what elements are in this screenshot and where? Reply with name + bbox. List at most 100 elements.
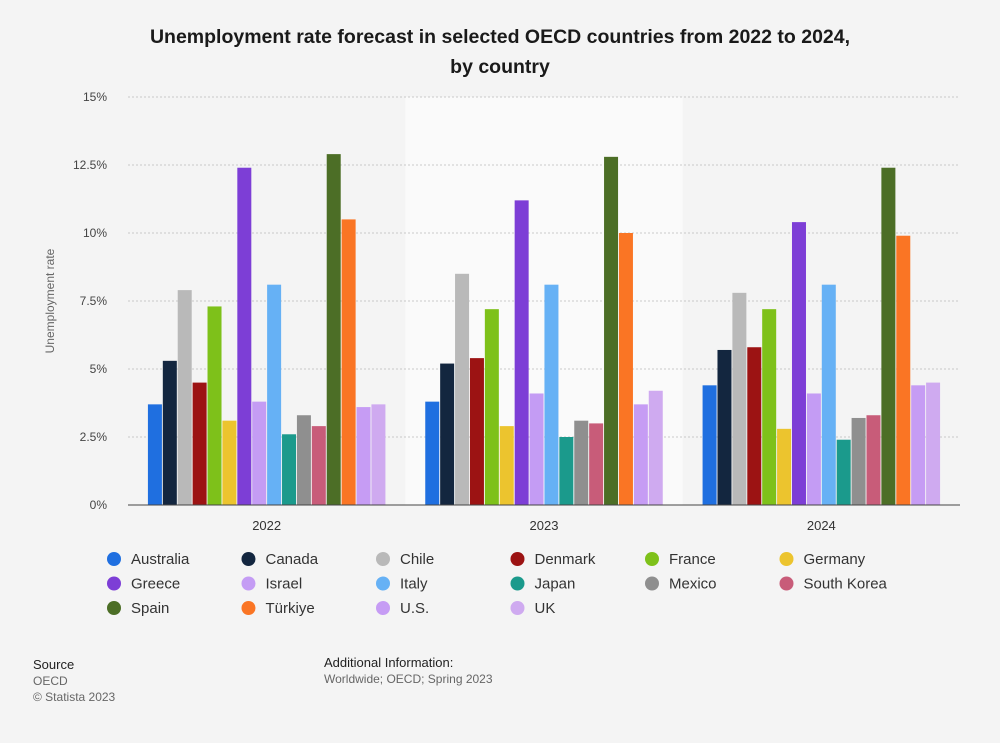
- bar[interactable]: [267, 284, 282, 505]
- bar[interactable]: [618, 233, 633, 505]
- legend-item[interactable]: Spain: [107, 600, 169, 617]
- legend-item[interactable]: Greece: [107, 576, 180, 593]
- bar[interactable]: [440, 363, 455, 505]
- legend-item[interactable]: Mexico: [645, 576, 717, 593]
- bar[interactable]: [356, 407, 371, 505]
- legend-label: Australia: [131, 551, 190, 568]
- bar[interactable]: [425, 401, 440, 505]
- additional-info-heading: Additional Information:: [324, 655, 454, 670]
- y-tick-label: 10%: [83, 226, 107, 240]
- chart-title-line-1: Unemployment rate forecast in selected O…: [149, 26, 851, 48]
- legend-item[interactable]: Türkiye: [241, 600, 315, 617]
- bar[interactable]: [544, 284, 559, 505]
- bar[interactable]: [282, 434, 297, 505]
- bar[interactable]: [147, 404, 162, 505]
- bar[interactable]: [237, 167, 252, 505]
- bar[interactable]: [648, 390, 663, 505]
- legend-item[interactable]: Japan: [510, 576, 576, 593]
- bar[interactable]: [529, 393, 544, 505]
- bar[interactable]: [604, 156, 619, 505]
- legend-item[interactable]: Denmark: [510, 551, 596, 568]
- bar[interactable]: [469, 358, 484, 505]
- legend-label: Greece: [131, 576, 180, 593]
- legend-label: Canada: [266, 551, 319, 568]
- bar[interactable]: [499, 426, 514, 505]
- bar[interactable]: [296, 415, 311, 505]
- bar[interactable]: [326, 154, 341, 505]
- legend-item[interactable]: UK: [510, 600, 556, 617]
- bar[interactable]: [162, 360, 177, 505]
- bar[interactable]: [836, 439, 851, 505]
- bar[interactable]: [717, 349, 732, 505]
- bar[interactable]: [455, 273, 470, 505]
- bar[interactable]: [762, 309, 777, 505]
- bar[interactable]: [791, 222, 806, 505]
- bar[interactable]: [777, 428, 792, 505]
- bar[interactable]: [821, 284, 836, 505]
- bar[interactable]: [806, 393, 821, 505]
- bar[interactable]: [866, 415, 881, 505]
- bar[interactable]: [177, 290, 192, 505]
- legend-item[interactable]: Italy: [376, 576, 428, 593]
- legend-marker: [241, 576, 256, 591]
- bar[interactable]: [341, 219, 356, 505]
- legend-item[interactable]: France: [645, 551, 716, 568]
- legend-marker: [376, 601, 390, 615]
- bar[interactable]: [311, 426, 326, 505]
- bar[interactable]: [207, 306, 222, 505]
- bar[interactable]: [371, 404, 386, 505]
- source-block: Source OECD © Statista 2023: [33, 657, 115, 705]
- bar[interactable]: [911, 385, 926, 505]
- bar[interactable]: [559, 437, 574, 505]
- legend-item[interactable]: South Korea: [779, 576, 888, 593]
- legend-label: Türkiye: [266, 600, 315, 617]
- y-tick-label: 15%: [83, 90, 107, 104]
- x-tick-label: 2024: [807, 518, 836, 533]
- bar[interactable]: [222, 420, 237, 505]
- legend-label: UK: [535, 600, 556, 617]
- chart-title-line-2: by country: [450, 56, 550, 78]
- y-tick-label: 5%: [90, 362, 108, 376]
- legend-label: Spain: [131, 600, 169, 617]
- legend-marker: [107, 576, 121, 591]
- bar[interactable]: [633, 404, 648, 505]
- source-heading: Source: [33, 657, 75, 672]
- bar[interactable]: [589, 423, 604, 505]
- chart-title: Unemployment rate forecast in selected O…: [100, 22, 900, 82]
- legend-item[interactable]: Australia: [107, 551, 190, 568]
- bar[interactable]: [484, 309, 499, 505]
- legend-marker: [645, 552, 659, 566]
- bar[interactable]: [851, 417, 866, 505]
- legend-marker: [241, 601, 256, 615]
- bar[interactable]: [881, 167, 896, 505]
- legend-label: U.S.: [400, 600, 429, 617]
- y-tick-label: 7.5%: [80, 294, 108, 308]
- bar[interactable]: [192, 382, 207, 505]
- legend-label: Japan: [535, 576, 576, 593]
- copyright: © Statista 2023: [33, 690, 116, 704]
- bar[interactable]: [732, 292, 747, 505]
- y-tick-label: 12.5%: [73, 158, 107, 172]
- y-tick-label: 2.5%: [80, 430, 108, 444]
- legend-marker: [510, 576, 525, 591]
- bar[interactable]: [574, 420, 589, 505]
- legend-marker: [376, 552, 390, 566]
- bar[interactable]: [747, 347, 762, 505]
- legend-label: Chile: [400, 551, 434, 568]
- legend-item[interactable]: U.S.: [376, 600, 429, 617]
- legend-item[interactable]: Chile: [376, 551, 434, 568]
- legend-item[interactable]: Israel: [241, 576, 303, 593]
- x-tick-label: 2023: [530, 518, 559, 533]
- legend-label: Denmark: [535, 551, 596, 568]
- legend-label: South Korea: [804, 576, 888, 593]
- additional-info-block: Additional Information: Worldwide; OECD;…: [324, 655, 493, 687]
- legend-item[interactable]: Canada: [241, 551, 319, 568]
- bar[interactable]: [702, 385, 717, 505]
- bar[interactable]: [252, 401, 267, 505]
- bar[interactable]: [926, 382, 941, 505]
- bar[interactable]: [514, 200, 529, 506]
- legend-item[interactable]: Germany: [779, 551, 866, 568]
- bar[interactable]: [896, 235, 911, 505]
- legend-marker: [107, 552, 121, 566]
